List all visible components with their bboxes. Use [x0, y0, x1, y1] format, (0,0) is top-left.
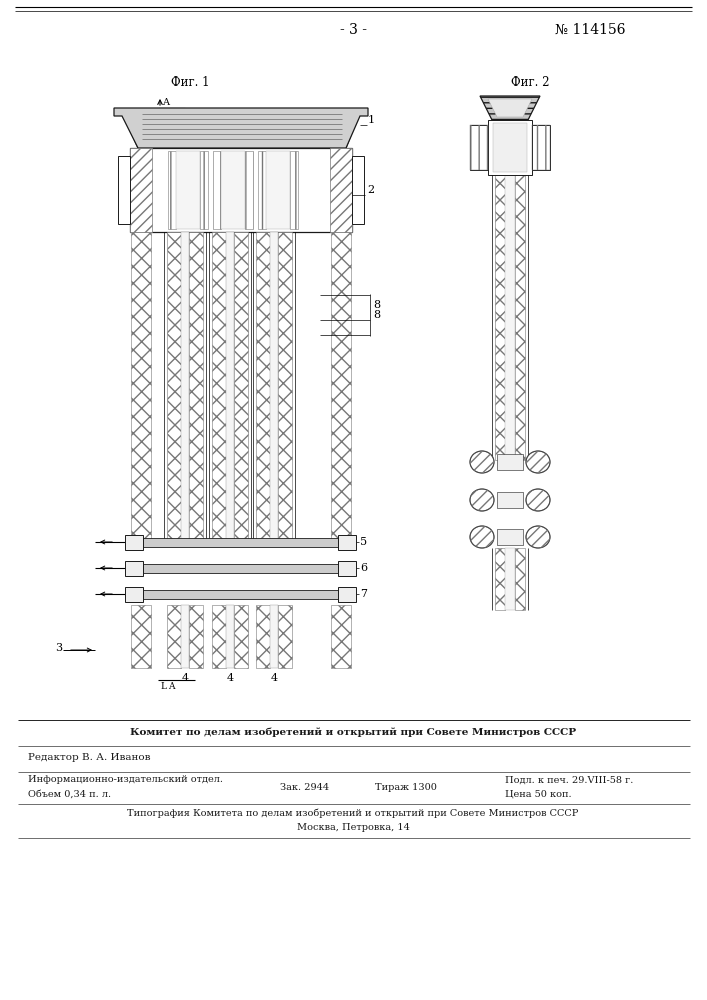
Text: Цена 50 коп.: Цена 50 коп. — [505, 790, 572, 798]
Text: Москва, Петровка, 14: Москва, Петровка, 14 — [296, 822, 409, 832]
Bar — [212, 605, 226, 668]
Polygon shape — [122, 112, 360, 148]
Bar — [176, 151, 200, 229]
Bar — [470, 125, 488, 170]
Bar — [125, 587, 143, 602]
Bar — [330, 148, 352, 232]
Bar — [143, 564, 338, 573]
Bar — [181, 232, 189, 542]
Text: 1: 1 — [368, 115, 375, 125]
Bar — [168, 151, 176, 229]
Text: Редактор В. А. Иванов: Редактор В. А. Иванов — [28, 754, 151, 762]
Bar — [130, 148, 152, 232]
Text: Зак. 2944: Зак. 2944 — [280, 782, 329, 792]
Bar — [495, 548, 505, 610]
Ellipse shape — [526, 451, 550, 473]
Text: 4: 4 — [182, 673, 189, 683]
Text: L: L — [160, 682, 166, 691]
Text: 5: 5 — [360, 537, 367, 547]
Bar — [234, 232, 248, 542]
Bar — [167, 232, 181, 542]
Text: Комитет по делам изобретений и открытий при Совете Министров СССР: Комитет по делам изобретений и открытий … — [130, 727, 576, 737]
Bar — [515, 548, 525, 610]
Text: 4: 4 — [271, 673, 278, 683]
Bar — [212, 232, 226, 542]
Bar — [256, 232, 270, 542]
Ellipse shape — [470, 451, 494, 473]
Bar — [278, 232, 292, 542]
Bar — [142, 132, 342, 146]
Bar — [470, 125, 488, 170]
Bar — [331, 605, 351, 668]
Bar — [497, 492, 523, 508]
Bar — [143, 538, 338, 547]
Bar — [131, 605, 151, 668]
Bar — [266, 151, 290, 229]
Bar — [245, 151, 253, 229]
Ellipse shape — [526, 489, 550, 511]
Text: A: A — [162, 98, 169, 107]
Text: 6: 6 — [360, 563, 367, 573]
Bar — [488, 120, 532, 175]
Text: 2: 2 — [367, 185, 374, 195]
Bar — [278, 605, 292, 668]
Bar — [167, 605, 181, 668]
Bar — [130, 148, 352, 232]
Text: 7: 7 — [360, 589, 367, 599]
Bar — [256, 605, 270, 668]
Bar — [338, 535, 356, 550]
Bar — [352, 156, 364, 224]
Bar — [515, 175, 525, 460]
Text: 8: 8 — [373, 310, 380, 320]
Bar — [497, 529, 523, 545]
Bar — [505, 548, 515, 610]
Bar — [505, 175, 515, 460]
Bar — [270, 605, 278, 668]
Bar — [493, 123, 527, 172]
Polygon shape — [114, 108, 368, 148]
Text: Тираж 1300: Тираж 1300 — [375, 782, 437, 792]
Text: - 3 -: - 3 - — [339, 23, 366, 37]
Text: Типография Комитета по делам изобретений и открытий при Совете Министров СССР: Типография Комитета по делам изобретений… — [127, 808, 579, 818]
Text: Объем 0,34 п. л.: Объем 0,34 п. л. — [28, 790, 111, 798]
Bar — [125, 561, 143, 576]
Bar — [226, 232, 234, 542]
Bar — [189, 232, 203, 542]
Text: Подл. к печ. 29.VIII-58 г.: Подл. к печ. 29.VIII-58 г. — [505, 776, 633, 784]
Text: 3: 3 — [55, 643, 62, 653]
Ellipse shape — [526, 526, 550, 548]
Bar — [338, 561, 356, 576]
Bar — [338, 587, 356, 602]
Bar — [497, 454, 523, 470]
Text: 8: 8 — [373, 300, 380, 310]
Bar — [213, 151, 221, 229]
Bar — [331, 232, 351, 542]
Text: A: A — [168, 682, 175, 691]
Bar — [495, 175, 505, 460]
Bar — [118, 156, 130, 224]
Ellipse shape — [470, 489, 494, 511]
Polygon shape — [480, 96, 540, 120]
Bar — [234, 605, 248, 668]
Bar — [226, 605, 234, 668]
Bar — [290, 151, 298, 229]
Bar — [125, 535, 143, 550]
Bar — [221, 151, 245, 229]
Bar — [200, 151, 208, 229]
Bar — [189, 605, 203, 668]
Bar — [131, 232, 151, 542]
Text: Фиг. 1: Фиг. 1 — [171, 77, 209, 90]
Text: Фиг. 2: Фиг. 2 — [510, 77, 549, 90]
Bar — [181, 605, 189, 668]
Text: Информационно-издательский отдел.: Информационно-издательский отдел. — [28, 776, 223, 784]
Bar — [258, 151, 266, 229]
Bar — [532, 125, 550, 170]
Ellipse shape — [470, 526, 494, 548]
Polygon shape — [488, 99, 532, 117]
Text: № 114156: № 114156 — [555, 23, 625, 37]
Text: 4: 4 — [226, 673, 233, 683]
Bar — [532, 125, 550, 170]
Bar — [270, 232, 278, 542]
Bar — [143, 590, 338, 599]
